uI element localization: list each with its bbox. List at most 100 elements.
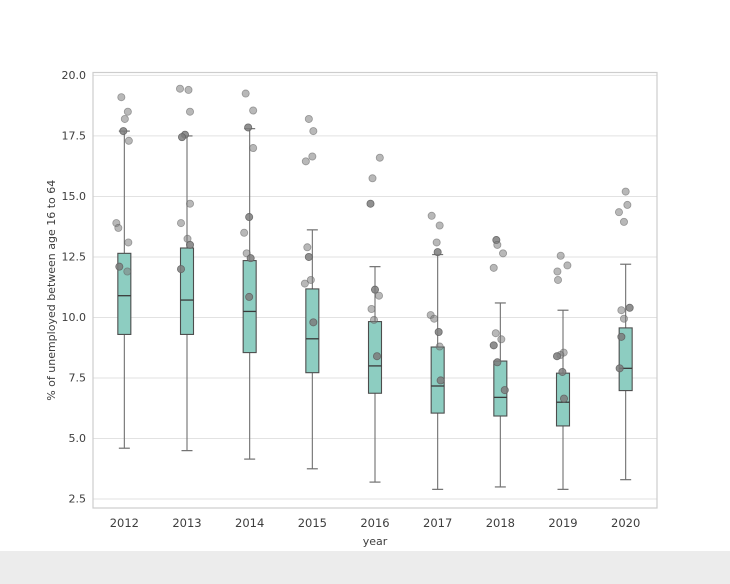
box-2012 xyxy=(112,93,133,449)
strip-point xyxy=(370,285,379,294)
strip-point xyxy=(563,261,572,270)
strip-point xyxy=(430,314,439,323)
iqr-box xyxy=(179,247,195,335)
strip-point xyxy=(372,352,381,361)
y-tick-label: 15.0 xyxy=(62,190,87,203)
box-2018 xyxy=(489,236,509,488)
y-tick-label: 20.0 xyxy=(62,69,87,82)
x-axis-title: year xyxy=(363,535,388,548)
strip-point xyxy=(617,332,626,341)
strip-point xyxy=(619,217,628,226)
y-tick-label: 7.5 xyxy=(69,372,87,385)
strip-point xyxy=(614,208,623,217)
strip-point xyxy=(175,84,184,93)
y-tick-label: 2.5 xyxy=(69,493,87,506)
strip-point xyxy=(621,187,630,196)
strip-point xyxy=(554,275,563,284)
y-tick-label: 10.0 xyxy=(62,311,87,324)
strip-point xyxy=(240,228,249,237)
strip-point xyxy=(553,352,562,361)
strip-point xyxy=(123,267,132,276)
strip-point xyxy=(184,85,193,94)
strip-point xyxy=(436,376,445,385)
box-2015 xyxy=(300,114,320,470)
strip-point xyxy=(124,136,133,145)
iqr-box xyxy=(618,327,633,392)
strip-point xyxy=(177,133,186,142)
strip-point xyxy=(375,153,384,162)
x-tick-label: 2017 xyxy=(423,516,452,530)
strip-point xyxy=(185,107,194,116)
box-2016 xyxy=(366,153,384,483)
strip-point xyxy=(623,200,632,209)
strip-point xyxy=(434,328,443,337)
y-tick-label: 17.5 xyxy=(62,130,87,143)
x-tick-label: 2016 xyxy=(360,516,389,530)
strip-point xyxy=(493,240,502,249)
strip-point xyxy=(433,248,442,257)
strip-point xyxy=(615,364,624,373)
box-2020 xyxy=(614,187,634,481)
strip-point xyxy=(499,249,508,258)
strip-point xyxy=(300,279,309,288)
box-2017 xyxy=(426,211,445,490)
y-tick-label: 12.5 xyxy=(62,251,87,264)
x-tick-label: 2019 xyxy=(548,516,577,530)
strip-point xyxy=(176,265,185,274)
strip-point xyxy=(489,341,498,350)
iqr-box xyxy=(242,260,257,354)
strip-point xyxy=(619,314,628,323)
strip-point xyxy=(497,335,506,344)
strip-point xyxy=(432,238,441,247)
y-tick-label: 5.0 xyxy=(69,432,87,445)
x-tick-label: 2014 xyxy=(235,516,264,530)
strip-point xyxy=(369,315,378,324)
x-tick-label: 2013 xyxy=(172,516,201,530)
strip-point xyxy=(308,152,317,161)
strip-point xyxy=(301,157,310,166)
strip-point xyxy=(176,219,185,228)
strip-point xyxy=(117,93,126,102)
strip-point xyxy=(120,114,129,123)
strip-point xyxy=(304,252,313,261)
strip-point xyxy=(556,251,565,260)
window-background-strip xyxy=(0,551,730,584)
strip-point xyxy=(309,127,318,136)
strip-point xyxy=(368,174,377,183)
strip-point xyxy=(303,243,312,252)
box-2013 xyxy=(175,84,195,452)
strip-point xyxy=(185,199,194,208)
plot-frame xyxy=(92,71,658,509)
strip-point xyxy=(245,213,254,222)
strip-point xyxy=(123,107,132,116)
strip-point xyxy=(489,263,498,272)
strip-point xyxy=(435,342,444,351)
iqr-box xyxy=(305,288,320,374)
strip-point xyxy=(309,318,318,327)
strip-point xyxy=(244,123,253,132)
strip-point xyxy=(119,127,128,136)
strip-point xyxy=(435,221,444,230)
strip-point xyxy=(560,394,569,403)
strip-point xyxy=(241,89,250,98)
strip-point xyxy=(617,306,626,315)
y-axis-title: % of unemployed between age 16 to 64 xyxy=(45,180,58,401)
box-2014 xyxy=(240,89,258,460)
strip-point xyxy=(304,114,313,123)
strip-point xyxy=(124,238,133,247)
x-tick-label: 2018 xyxy=(486,516,515,530)
strip-point xyxy=(367,305,376,314)
strip-point xyxy=(306,275,315,284)
strip-point xyxy=(493,358,502,367)
strip-point xyxy=(115,262,124,271)
strip-point xyxy=(366,199,375,208)
x-tick-label: 2012 xyxy=(110,516,139,530)
strip-point xyxy=(245,292,254,301)
x-tick-label: 2020 xyxy=(611,516,640,530)
x-tick-label: 2015 xyxy=(298,516,327,530)
strip-point xyxy=(249,106,258,115)
strip-point xyxy=(625,303,634,312)
